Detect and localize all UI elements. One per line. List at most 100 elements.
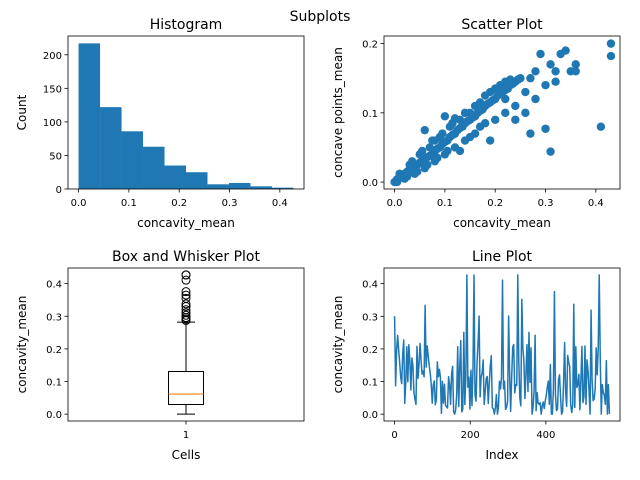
scatter-point	[413, 167, 422, 176]
scatter-point	[491, 115, 500, 124]
scatter-point	[571, 60, 580, 69]
scatter-point	[407, 157, 417, 166]
x-tick-label: 0	[391, 430, 397, 441]
scatter-point	[551, 67, 560, 76]
x-tick-label: 0.3	[222, 198, 238, 209]
histogram-bar	[207, 184, 229, 189]
histogram-bar	[164, 165, 186, 189]
scatter-point	[511, 115, 520, 124]
scatter-point	[536, 49, 545, 59]
scatter-point	[443, 146, 452, 156]
y-axis-label: Count	[15, 94, 29, 130]
scatter-point	[470, 101, 480, 111]
scatter-point	[448, 119, 457, 128]
y-tick-label: 0.3	[362, 312, 378, 323]
scatter-point	[433, 153, 442, 163]
scatter-point	[475, 122, 485, 131]
y-tick-label: 200	[43, 51, 62, 62]
y-tick-label: 0.4	[362, 280, 378, 291]
x-tick-label: 0.0	[71, 198, 87, 209]
y-tick-label: 100	[43, 118, 62, 129]
scatter-point	[501, 108, 510, 118]
outlier-point	[181, 305, 191, 315]
x-axis-label: concavity_mean	[137, 216, 235, 230]
scatter-point	[596, 122, 606, 131]
x-tick-label: 0.4	[272, 198, 288, 209]
scatter-point	[465, 132, 475, 142]
scatter-point	[438, 129, 447, 138]
scatter-point	[541, 80, 550, 90]
y-axis-label: concave points_mean	[331, 47, 345, 178]
scatter-point	[546, 60, 555, 69]
x-tick-label: 200	[461, 430, 480, 441]
y-axis-label: concavity_mean	[15, 296, 29, 394]
x-axis-label: concavity_mean	[453, 216, 551, 230]
x-tick-label: 0.1	[121, 198, 137, 209]
scatter-point	[501, 77, 510, 86]
outlier-point	[181, 287, 191, 297]
histogram-bar	[121, 131, 144, 189]
axes-spines	[383, 267, 621, 422]
figure-suptitle: Subplots	[290, 9, 351, 25]
x-tick-label: 0.1	[437, 198, 453, 209]
scatter-point	[521, 87, 530, 97]
scatter-point	[526, 129, 535, 138]
histogram-bar	[78, 43, 101, 190]
y-tick-label: 150	[43, 84, 62, 95]
axes-spines	[67, 35, 305, 190]
scatter-point	[425, 143, 434, 152]
x-tick-label: 400	[536, 430, 555, 441]
subplot-title: Histogram	[150, 17, 223, 33]
y-tick-label: 0.0	[362, 178, 378, 189]
scatter-point	[531, 94, 540, 104]
scatter-point	[480, 91, 490, 100]
outlier-point	[181, 310, 191, 320]
histogram-bar	[271, 187, 294, 189]
histogram-bar	[143, 146, 165, 189]
scatter-point	[460, 108, 470, 118]
y-tick-label: 0.0	[46, 410, 62, 421]
y-tick-label: 0	[56, 185, 62, 196]
scatter-point	[428, 136, 437, 145]
y-tick-label: 50	[49, 151, 62, 162]
scatter-point	[423, 160, 432, 169]
histogram-bar	[228, 182, 251, 189]
x-tick-label: 0.3	[538, 198, 554, 209]
x-tick-label: 0.2	[487, 198, 503, 209]
y-axis-label: concavity_mean	[331, 296, 345, 394]
scatter-point	[606, 39, 616, 48]
scatter-point	[491, 84, 500, 93]
x-axis-label: Index	[485, 448, 518, 462]
outlier-point	[181, 290, 191, 300]
scatter-point	[420, 125, 429, 135]
outlier-point	[181, 308, 191, 318]
scatter-subplot: Scatter Plot concavity_mean concave points…	[331, 17, 621, 230]
scatter-point	[440, 112, 450, 121]
y-tick-label: 0.2	[46, 345, 62, 356]
scatter-point	[511, 101, 520, 111]
y-tick-label: 0.2	[362, 40, 378, 51]
outlier-point	[181, 270, 191, 280]
outlier-point	[181, 293, 191, 303]
box-iqr	[168, 371, 204, 405]
scatter-point	[485, 136, 495, 145]
y-tick-label: 0.1	[362, 378, 378, 389]
scatter-point	[526, 74, 535, 83]
subplot-title: Box and Whisker Plot	[112, 249, 260, 265]
scatter-point	[571, 67, 580, 76]
y-tick-label: 0.4	[46, 280, 62, 291]
x-tick-label: 0.0	[387, 198, 403, 209]
series-line	[393, 274, 611, 415]
histogram-bar	[186, 172, 208, 189]
subplot-title: Scatter Plot	[461, 17, 543, 33]
y-tick-label: 0.1	[362, 109, 378, 120]
outlier-point	[181, 299, 191, 309]
subplot-title: Line Plot	[472, 249, 533, 265]
y-tick-label: 0.0	[362, 410, 378, 421]
boxplot-subplot: Box and Whisker Plot Cells concavity_mean 0…	[15, 249, 305, 462]
y-tick-label: 0.2	[362, 345, 378, 356]
lineplot-subplot: Line Plot Index concavity_mean 0.0 0.1 0.2 0.3…	[331, 249, 621, 462]
scatter-point	[551, 77, 560, 86]
histogram-bar	[250, 186, 272, 189]
